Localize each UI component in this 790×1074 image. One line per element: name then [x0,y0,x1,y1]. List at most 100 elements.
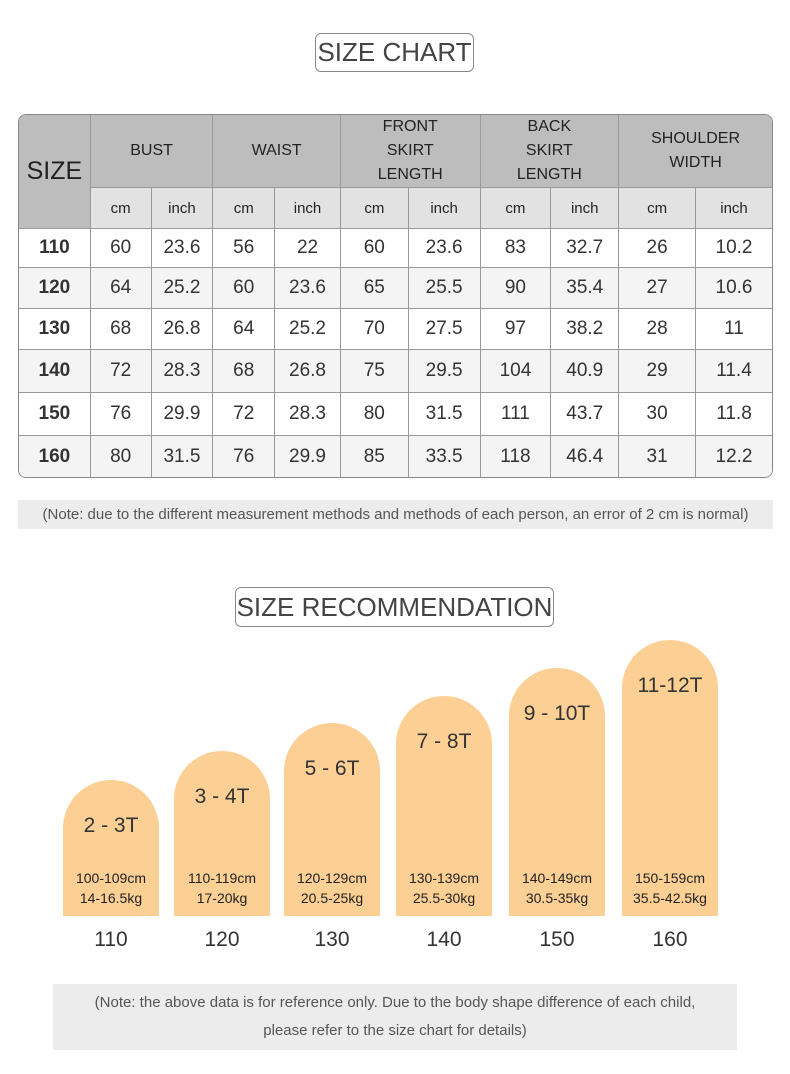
cell: 29 [619,350,696,393]
cell: 26.8 [151,309,214,350]
data-row: 130 68 26.8 64 25.2 70 27.5 97 38.2 28 11 [19,309,772,350]
cell: 11.8 [696,393,772,436]
cell: 23.6 [151,229,214,268]
cell: 26 [619,229,696,268]
age-label: 9 - 10T [523,702,591,725]
data-row: 160 80 31.5 76 29.9 85 33.5 118 46.4 31 12.2 [19,436,772,477]
cell: 27 [619,268,696,309]
cell: 22 [275,229,341,268]
arch: 11-12T 150-159cm 35.5-42.5kg [622,640,718,916]
cell: 90 [480,268,552,309]
cell: 160 [19,436,91,477]
arch: 2 - 3T 100-109cm 14-16.5kg [63,780,159,916]
header-row: SIZE BUST WAIST FRONT SKIRT LENGTH BACK SKIR… [19,115,772,229]
cell: 10.2 [696,229,772,268]
footer-note: (Note: the above data is for reference o… [53,984,737,1050]
size-label: 110 [94,928,128,951]
chart-title: SIZE CHART [315,33,474,72]
cell: 11.4 [696,350,772,393]
size-table: SIZE BUST WAIST FRONT SKIRT LENGTH BACK SKIR… [18,114,773,478]
cell: 32.7 [551,229,620,268]
arch: 3 - 4T 110-119cm 17-20kg [174,751,270,916]
weight-range: 30.5-35kg [525,890,589,906]
cell: 26.8 [275,350,341,393]
cell: 11 [696,309,772,350]
height-range: 150-159cm [634,870,706,886]
height-range: 100-109cm [75,870,147,886]
cell: 29.5 [408,350,481,393]
cell: 68 [90,309,152,350]
recommendation-title: SIZE RECOMMENDATION [235,587,554,627]
cell: 120 [19,268,91,309]
cell: 64 [213,309,276,350]
unit-header: inch [551,188,620,229]
cell: 40.9 [551,350,620,393]
cell: 31.5 [152,436,214,477]
size-header: SIZE [19,115,91,229]
measure: 100-109cm 14-16.5kg [63,868,159,908]
weight-range: 35.5-42.5kg [633,890,707,906]
cell: 150 [19,393,91,436]
cell: 27.5 [408,309,481,350]
unit-header: inch [275,188,341,229]
cell: 64 [90,268,152,309]
size-label: 130 [314,928,350,951]
group-header: BUST [90,115,214,188]
age-label: 2 - 3T [83,814,139,837]
cell: 140 [19,350,91,393]
cell: 35.4 [551,268,620,309]
height-range: 110-119cm [188,870,256,886]
cell: 43.7 [551,393,620,436]
cell: 76 [90,393,152,436]
cell: 65 [340,268,409,309]
cell: 31 [619,436,696,477]
cell: 56 [213,229,276,268]
unit-header: inch [151,188,214,229]
unit-row: cm inch cm inch cm inch cm inch cm inch [19,188,772,229]
age-label: 5 - 6T [304,757,360,780]
arch: 7 - 8T 130-139cm 25.5-30kg [396,696,492,916]
group-header: SHOULDER WIDTH [619,115,772,188]
cell: 23.6 [408,229,481,268]
cell: 10.6 [696,268,772,309]
cell: 29.9 [151,393,214,436]
unit-header: cm [90,188,152,229]
measure: 120-129cm 20.5-25kg [284,868,380,908]
arch: 9 - 10T 140-149cm 30.5-35kg [509,668,605,916]
cell: 75 [340,350,409,393]
cell: 130 [19,309,91,350]
cell: 111 [480,393,552,436]
weight-range: 25.5-30kg [412,890,476,906]
height-range: 120-129cm [296,870,368,886]
cell: 12.2 [715,445,753,467]
note: (Note: due to the different measurement … [18,500,773,529]
weight-range: 20.5-25kg [300,890,364,906]
size-label: 160 [652,928,688,951]
weight-range: 17-20kg [196,890,248,906]
cell: 97 [480,309,552,350]
height-range: 140-149cm [521,870,593,886]
group-header: FRONT SKIRT LENGTH [340,115,481,188]
cell: 25.2 [151,268,214,309]
age-label: 3 - 4T [194,785,250,808]
data-row: 110 60 23.6 56 22 60 23.6 83 32.7 26 10.2 [19,229,772,268]
size-label: 150 [539,928,575,951]
group-header: WAIST [213,115,341,188]
cell: 28.3 [151,350,214,393]
cell: 72 [213,393,276,436]
unit-header: inch [408,188,481,229]
age-label: 7 - 8T [416,730,472,753]
cell: 28 [619,309,696,350]
cell: 110 [19,229,91,268]
cell: 72 [90,350,152,393]
cell: 29.9 [275,436,341,477]
cell: 46.4 [551,436,620,477]
cell: 25.2 [275,309,341,350]
cell: 76 [213,436,276,477]
size-label: 120 [204,928,240,951]
size-label: 140 [426,928,462,951]
cell: 60 [340,229,409,268]
unit-header: cm [340,188,409,229]
cell: 60 [213,268,276,309]
cell: 60 [90,229,152,268]
